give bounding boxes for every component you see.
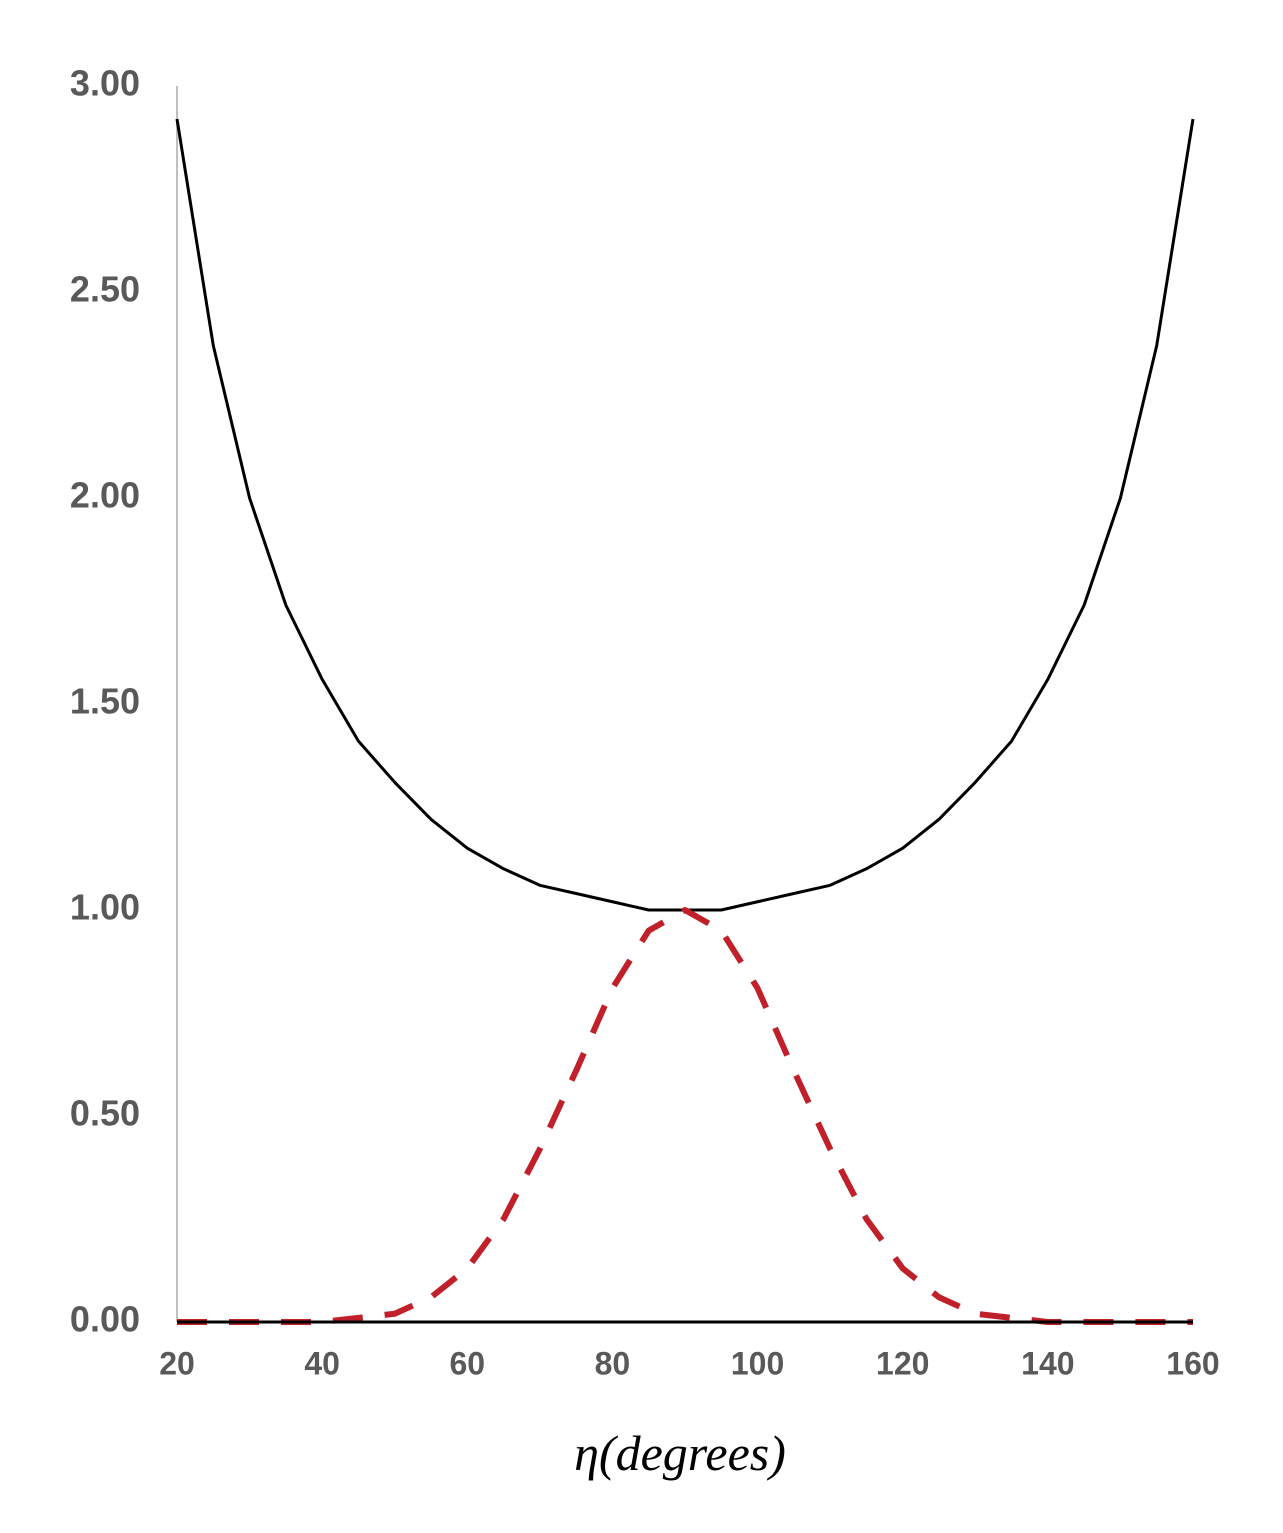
x-tick-label: 60 <box>449 1345 485 1381</box>
x-tick-label: 100 <box>731 1345 784 1381</box>
y-tick-label: 1.00 <box>70 887 140 928</box>
x-tick-label: 80 <box>595 1345 631 1381</box>
series-line <box>175 118 1195 912</box>
x-tick-label: 140 <box>1021 1345 1074 1381</box>
x-tick-label: 40 <box>304 1345 340 1381</box>
x-tick-label: 120 <box>876 1345 929 1381</box>
x-tick-label: 20 <box>159 1345 195 1381</box>
y-tick-label: 0.50 <box>70 1093 140 1134</box>
series-line <box>177 907 1193 1325</box>
x-axis-label: η(degrees) <box>574 1425 786 1481</box>
y-tick-label: 3.00 <box>70 63 140 104</box>
y-tick-label: 2.00 <box>70 475 140 516</box>
y-tick-label: 1.50 <box>70 681 140 722</box>
y-tick-label: 2.50 <box>70 269 140 310</box>
y-tick-label: 0.00 <box>70 1299 140 1340</box>
x-tick-label: 160 <box>1166 1345 1219 1381</box>
